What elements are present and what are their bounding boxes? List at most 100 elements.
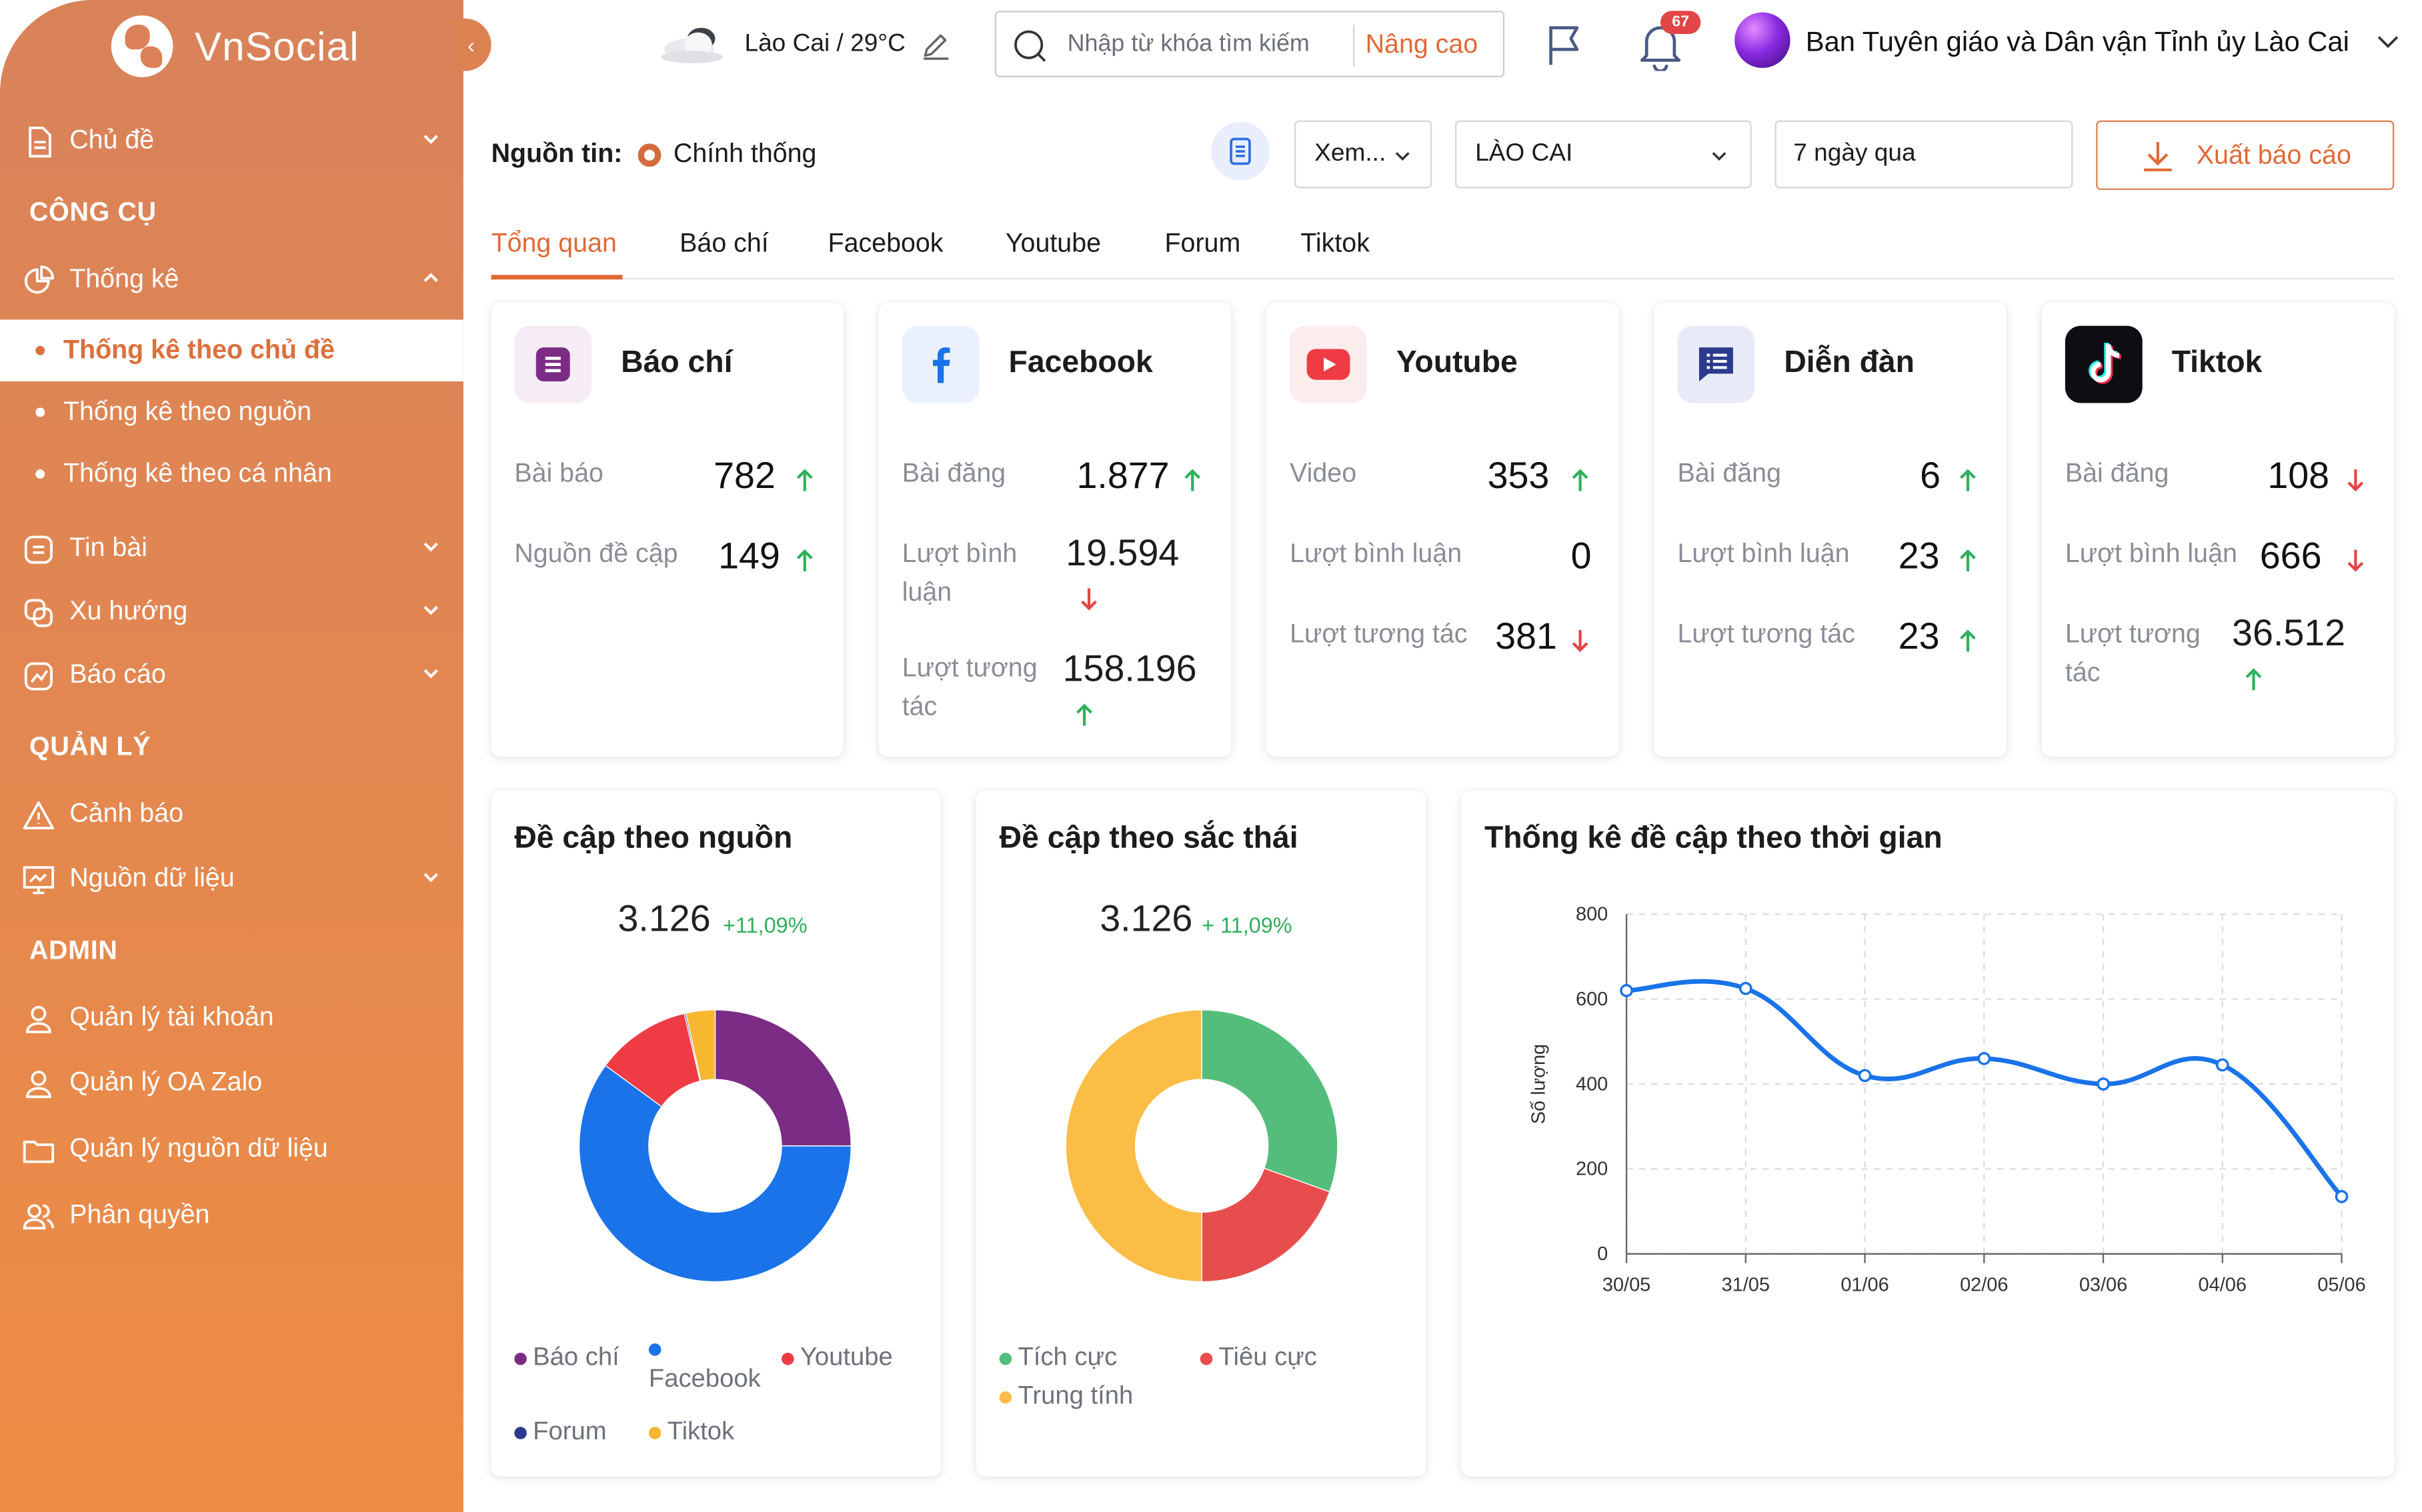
brand[interactable]: VnSocial xyxy=(111,15,359,77)
tab-facebook[interactable]: Facebook xyxy=(828,228,944,258)
source-radio[interactable] xyxy=(638,143,662,167)
x-tick-label: 31/05 xyxy=(1722,1274,1770,1295)
sidebar-item-reports[interactable]: Báo cáo xyxy=(0,644,463,706)
data-point[interactable] xyxy=(1858,1069,1872,1083)
tab-press[interactable]: Báo chí xyxy=(680,228,769,258)
sidebar-item-statistics[interactable]: Thống kê xyxy=(0,249,463,311)
sidebar-item-label: Báo cáo xyxy=(69,659,166,689)
sidebar-item-account-management[interactable]: Quản lý tài khoản xyxy=(0,987,463,1049)
tab-forum[interactable]: Forum xyxy=(1164,228,1241,258)
collapse-sidebar-button[interactable]: ‹ xyxy=(451,18,491,71)
data-point[interactable] xyxy=(2335,1189,2349,1203)
document-button[interactable] xyxy=(1210,121,1270,181)
advanced-search-button[interactable]: Nâng cao xyxy=(1365,28,1478,58)
donut-slice-tiêu-cực[interactable] xyxy=(1201,1167,1330,1283)
sidebar-sub-stats-by-topic[interactable]: Thống kê theo chủ đề xyxy=(0,319,463,382)
folder-icon xyxy=(23,1140,55,1163)
search-input[interactable]: Nhập từ khóa tìm kiếm xyxy=(1067,30,1310,57)
donut-slice-tiktok[interactable] xyxy=(685,1009,716,1082)
view-select[interactable]: Xem... xyxy=(1294,120,1432,189)
stat-label: Lượt tương tác xyxy=(902,653,1038,721)
sidebar-item-topics[interactable]: Chủ đề xyxy=(0,109,463,171)
period-select[interactable]: 7 ngày qua xyxy=(1774,120,2073,189)
chevron-down-icon xyxy=(423,873,438,883)
platform-title: Facebook xyxy=(1008,345,1153,380)
source-value[interactable]: Chính thống xyxy=(673,139,817,169)
sidebar-item-alerts[interactable]: Cảnh báo xyxy=(0,783,463,845)
sidebar-item-permissions[interactable]: Phân quyền xyxy=(0,1185,463,1247)
stat-value: 782 xyxy=(714,455,776,497)
stat-label: Lượt bình luận xyxy=(1290,539,1462,569)
edit-pencil-icon[interactable] xyxy=(921,29,952,60)
legend-item[interactable]: Trung tính xyxy=(999,1382,1133,1411)
tab-tiktok[interactable]: Tiktok xyxy=(1300,228,1370,258)
chart-title: Đề cập theo nguồn xyxy=(514,821,793,856)
weather-widget: Lào Cai / 29°C xyxy=(658,15,952,74)
report-chart-icon xyxy=(24,662,53,691)
stat-label: Video xyxy=(1290,458,1357,488)
data-point[interactable] xyxy=(1977,1051,1991,1065)
data-point[interactable] xyxy=(2215,1058,2229,1072)
avatar[interactable] xyxy=(1734,12,1790,68)
sidebar-sub-stats-by-source[interactable]: Thống kê theo nguồn xyxy=(0,381,463,443)
flag-icon[interactable] xyxy=(1544,21,1584,67)
donut-slice-tích-cực[interactable] xyxy=(1201,1009,1338,1193)
tab-youtube[interactable]: Youtube xyxy=(1005,228,1102,258)
region-select-value: LÀO CAI xyxy=(1475,140,1573,167)
legend-item[interactable]: Facebook xyxy=(648,1343,788,1394)
search-box[interactable]: Nhập từ khóa tìm kiếm Nâng cao xyxy=(994,11,1505,77)
sidebar-item-trends[interactable]: Xu hướng xyxy=(0,581,463,643)
sidebar-item-news[interactable]: Tin bài xyxy=(0,517,463,579)
document-icon xyxy=(29,126,51,158)
sidebar-item-datasource-management[interactable]: Quản lý nguồn dữ liệu xyxy=(0,1118,463,1180)
donut-slice-facebook[interactable] xyxy=(578,1065,852,1283)
user-name[interactable]: Ban Tuyên giáo và Dân vận Tỉnh ủy Lào Ca… xyxy=(1805,26,2349,57)
donut-slice-báo-chí[interactable] xyxy=(714,1009,852,1147)
platform-title: Diễn đàn xyxy=(1784,345,1915,380)
export-report-button[interactable]: Xuất báo cáo xyxy=(2096,120,2395,190)
arrow-up-icon xyxy=(1960,629,1976,652)
data-point[interactable] xyxy=(2097,1077,2110,1091)
chevron-down-icon xyxy=(1712,152,1726,161)
export-label: Xuất báo cáo xyxy=(2196,139,2351,169)
sidebar-item-label: Xu hướng xyxy=(69,596,188,626)
trend-icon xyxy=(24,599,53,627)
stat-value: 149 xyxy=(718,535,780,578)
mentions-over-time-card: Thống kê đề cập theo thời gian 0 200 400 60… xyxy=(1461,790,2395,1477)
chevron-down-icon xyxy=(1395,152,1410,161)
legend-label: Tích cực xyxy=(1018,1343,1118,1371)
arrow-up-icon xyxy=(796,549,813,572)
mentions-line-chart: 0 200 400 600 800 30/05 31/05 01/06 02/06 03/06 04… xyxy=(1528,904,2365,1296)
arrow-up-icon xyxy=(1960,469,1976,491)
tab-bar: Tổng quan Báo chí Facebook Youtube Forum… xyxy=(491,213,2395,280)
legend-item[interactable]: Báo chí xyxy=(514,1343,620,1373)
donut-slice-trung-tính[interactable] xyxy=(1065,1009,1202,1283)
legend-item[interactable]: Tiktok xyxy=(648,1417,734,1447)
sidebar-item-zalo-management[interactable]: Quản lý OA Zalo xyxy=(0,1051,463,1113)
bullet xyxy=(35,345,45,355)
stat-value: 0 xyxy=(1570,535,1592,578)
active-tab-indicator xyxy=(491,275,623,280)
legend-swatch xyxy=(999,1390,1012,1403)
data-point[interactable] xyxy=(1738,981,1752,995)
chevron-down-icon[interactable] xyxy=(2375,31,2400,52)
arrow-up-icon xyxy=(1076,703,1092,726)
x-tick-label: 05/06 xyxy=(2317,1274,2365,1295)
tab-overview[interactable]: Tổng quan xyxy=(491,228,617,258)
legend-item[interactable]: Youtube xyxy=(782,1343,893,1373)
chevron-left-icon: ‹ xyxy=(467,32,475,57)
stat-label: Bài đăng xyxy=(1677,458,1781,488)
sidebar-item-datasource[interactable]: Nguồn dữ liệu xyxy=(0,848,463,910)
sidebar-sub-stats-by-person[interactable]: Thống kê theo cá nhân xyxy=(0,443,463,505)
sidebar-item-label: Quản lý tài khoản xyxy=(69,1002,274,1032)
stat-label: Lượt tương tác xyxy=(1677,619,1855,649)
legend-swatch xyxy=(782,1351,794,1365)
divider xyxy=(1353,25,1355,67)
region-select[interactable]: LÀO CAI xyxy=(1454,120,1752,189)
chevron-down-icon xyxy=(423,542,438,552)
mentions-by-source-card: Đề cập theo nguồn 3.126 +11,09% Báo chí … xyxy=(491,790,941,1477)
legend-item[interactable]: Forum xyxy=(514,1417,607,1447)
legend-item[interactable]: Tích cực xyxy=(999,1343,1118,1373)
data-point[interactable] xyxy=(1620,984,1633,997)
legend-item[interactable]: Tiêu cực xyxy=(1200,1343,1317,1373)
